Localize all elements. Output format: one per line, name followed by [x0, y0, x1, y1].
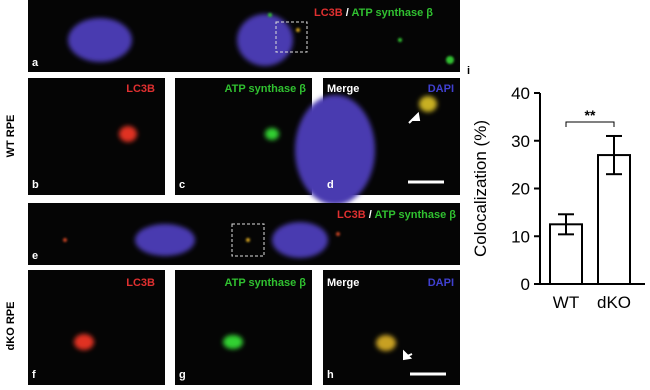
row-label: dKO RPE [5, 302, 17, 351]
stain-label: LC3B [314, 7, 343, 19]
y-tick-label: 10 [511, 227, 530, 246]
panel-f: LC3B f [28, 270, 165, 385]
significance-label: ** [585, 107, 596, 123]
bar-chart: i Colocalization (%) 0 10 20 30 40 WT dKO ** [467, 65, 645, 312]
separator: / [346, 7, 349, 19]
panel-letter: b [32, 179, 39, 191]
stain-label: DAPI [428, 277, 454, 289]
panel-c: ATP synthase β c [175, 78, 312, 195]
stain-label: LC3B [337, 209, 366, 221]
merge-label: Merge [327, 277, 359, 289]
stain-label: ATP synthase β [224, 277, 306, 289]
panel-d: Merge DAPI d [295, 78, 460, 205]
stain-label: ATP synthase β [224, 83, 306, 95]
stain-label: ATP synthase β [374, 209, 456, 221]
y-tick-label: 30 [511, 132, 530, 151]
row-label: WT RPE [5, 115, 17, 158]
stain-label: LC3B [126, 277, 155, 289]
stain-label: ATP synthase β [352, 7, 434, 19]
panel-letter: f [32, 369, 36, 381]
panel-e: LC3B / ATP synthase β e [28, 203, 460, 265]
panel-letter: i [467, 65, 470, 77]
y-tick-label: 0 [521, 275, 530, 294]
panel-h: Merge DAPI h [323, 270, 460, 385]
y-tick-label: 20 [511, 180, 530, 199]
y-axis-label: Colocalization (%) [471, 120, 490, 257]
stain-label: LC3B [126, 83, 155, 95]
panel-letter: a [32, 57, 39, 69]
significance-bracket [565, 121, 615, 127]
panel-a: LC3B / ATP synthase β a [28, 0, 460, 72]
stain-label: DAPI [428, 83, 454, 95]
panel-letter: c [179, 179, 185, 191]
x-tick-label: dKO [597, 293, 631, 312]
x-tick-label: WT [553, 293, 579, 312]
merge-label: Merge [327, 83, 359, 95]
panel-letter: g [179, 369, 186, 381]
y-tick-label: 40 [511, 84, 530, 103]
panel-g: ATP synthase β g [175, 270, 312, 385]
panel-letter: e [32, 250, 38, 262]
bar [597, 154, 631, 285]
separator: / [369, 209, 372, 221]
panel-letter: d [327, 179, 334, 191]
svg-text:LC3B / ATP synthase β: LC3B / ATP synthase β [314, 7, 433, 19]
panel-letter: h [327, 369, 334, 381]
svg-text:LC3B / ATP synthase β: LC3B / ATP synthase β [337, 209, 456, 221]
panel-b: LC3B b [28, 78, 165, 195]
